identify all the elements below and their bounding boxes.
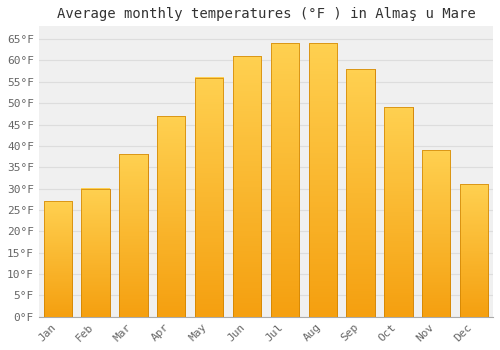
Bar <box>195 78 224 317</box>
Bar <box>346 69 375 317</box>
Bar <box>195 78 224 317</box>
Bar <box>422 150 450 317</box>
Bar <box>157 116 186 317</box>
Bar <box>44 202 72 317</box>
Title: Average monthly temperatures (°F ) in Almaş u Mare: Average monthly temperatures (°F ) in Al… <box>56 7 476 21</box>
Bar <box>119 154 148 317</box>
Bar <box>384 107 412 317</box>
Bar <box>346 69 375 317</box>
Bar <box>422 150 450 317</box>
Bar <box>233 56 261 317</box>
Bar <box>233 56 261 317</box>
Bar <box>308 43 337 317</box>
Bar <box>384 107 412 317</box>
Bar <box>308 43 337 317</box>
Bar <box>82 189 110 317</box>
Bar <box>460 184 488 317</box>
Bar <box>270 43 299 317</box>
Bar <box>270 43 299 317</box>
Bar <box>119 154 148 317</box>
Bar <box>82 189 110 317</box>
Bar <box>157 116 186 317</box>
Bar <box>460 184 488 317</box>
Bar <box>44 202 72 317</box>
